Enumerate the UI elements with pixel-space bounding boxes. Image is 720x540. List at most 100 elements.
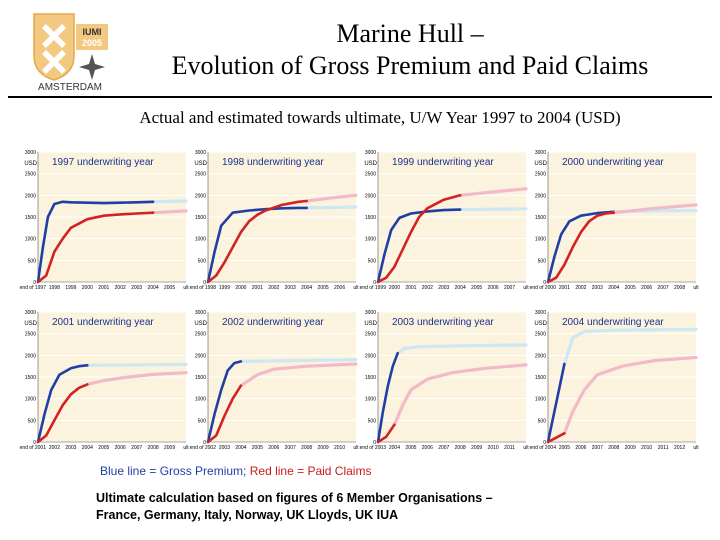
y-axis-label: USD <box>534 321 547 327</box>
x-tick-label: 2004 <box>235 445 246 451</box>
legend: Blue line = Gross Premium; Red line = Pa… <box>100 464 371 478</box>
x-tick-label: 2006 <box>488 285 499 291</box>
x-tick-label: ult <box>353 285 359 291</box>
y-tick-label: 500 <box>368 258 377 264</box>
x-tick-label: ult <box>183 285 189 291</box>
y-tick-label: 3000 <box>25 150 36 156</box>
x-tick-label: 2002 <box>49 445 60 451</box>
y-tick-label: 0 <box>33 280 36 286</box>
chart-5: 0 500 1000 1500 2000 2500 3000 end of 2001 2002 2… <box>20 310 190 451</box>
legend-claims: Red line = Paid Claims <box>249 464 372 478</box>
footnote-line2: France, Germany, Italy, Norway, UK Lloyd… <box>96 508 399 522</box>
x-tick-label: 2004 <box>301 285 312 291</box>
x-tick-label: 2005 <box>164 285 175 291</box>
x-tick-label: 2003 <box>131 285 142 291</box>
logo-badge-line1: IUMI <box>83 27 102 37</box>
y-tick-label: 3000 <box>535 150 546 156</box>
chart-6: 0 500 1000 1500 2000 2500 3000 end of 2002 2003 2… <box>190 310 360 451</box>
y-tick-label: 1500 <box>535 375 546 381</box>
x-tick-label: 2009 <box>625 445 636 451</box>
y-tick-label: 500 <box>368 418 377 424</box>
x-tick-label: 2007 <box>438 445 449 451</box>
x-tick-label: end of 1999 <box>360 285 387 291</box>
y-tick-label: 0 <box>203 440 206 446</box>
y-tick-label: 0 <box>543 280 546 286</box>
series-premium-actual <box>36 363 89 444</box>
y-tick-label: 2000 <box>365 193 376 199</box>
x-tick-label: 2005 <box>98 445 109 451</box>
y-tick-label: 3000 <box>195 310 206 316</box>
x-tick-label: 2005 <box>559 445 570 451</box>
x-tick-label: 2006 <box>641 285 652 291</box>
series-claims-estimate <box>612 203 698 215</box>
chart-4: 0 500 1000 1500 2000 2500 3000 end of 2000 2001 2… <box>530 150 700 291</box>
x-tick-label: 2005 <box>625 285 636 291</box>
x-tick-label: 2011 <box>504 445 515 451</box>
y-tick-label: 1500 <box>195 215 206 221</box>
series-claims-estimate <box>151 209 188 215</box>
y-tick-label: 3000 <box>25 310 36 316</box>
title-divider <box>8 96 712 98</box>
series-claims-estimate <box>239 362 358 388</box>
x-tick-label: 2004 <box>608 285 619 291</box>
series-claims-actual <box>206 384 243 444</box>
y-tick-label: 2500 <box>25 332 36 338</box>
series-claims-estimate <box>458 187 528 197</box>
y-tick-label: 500 <box>28 418 37 424</box>
compass-icon <box>79 54 105 80</box>
logo-badge-line2: 2005 <box>82 38 102 48</box>
page-subtitle: Actual and estimated towards ultimate, U… <box>139 108 621 127</box>
series-premium-actual <box>546 210 616 284</box>
chart-title: 1997 underwriting year <box>52 157 154 168</box>
y-tick-label: 0 <box>543 440 546 446</box>
y-tick-label: 2000 <box>25 193 36 199</box>
x-tick-label: 2010 <box>641 445 652 451</box>
y-axis-label: USD <box>364 161 377 167</box>
x-tick-label: ult <box>353 445 359 451</box>
y-tick-label: 2000 <box>195 193 206 199</box>
x-tick-label: 2005 <box>252 445 263 451</box>
y-tick-label: 1000 <box>25 237 36 243</box>
y-tick-label: 3000 <box>535 310 546 316</box>
series-premium-estimate <box>85 362 188 367</box>
y-tick-label: 1500 <box>535 215 546 221</box>
x-tick-label: 2000 <box>235 285 246 291</box>
y-tick-label: 2500 <box>195 332 206 338</box>
x-tick-label: 2007 <box>131 445 142 451</box>
series-claims-actual <box>376 423 396 444</box>
x-tick-label: 2012 <box>674 445 685 451</box>
x-tick-label: 2001 <box>252 285 263 291</box>
y-tick-label: 2000 <box>535 193 546 199</box>
y-tick-label: 500 <box>538 258 547 264</box>
y-tick-label: 3000 <box>195 150 206 156</box>
y-tick-label: 2500 <box>535 332 546 338</box>
y-tick-label: 0 <box>373 280 376 286</box>
series-claims-actual <box>36 211 155 284</box>
series-claims-estimate <box>85 371 188 386</box>
logo-cross-icon-2 <box>42 50 66 74</box>
y-tick-label: 3000 <box>365 310 376 316</box>
series-claims-actual <box>376 194 462 284</box>
logo-cross-icon <box>42 24 66 48</box>
y-tick-label: 2500 <box>365 172 376 178</box>
x-tick-label: 2002 <box>422 285 433 291</box>
x-tick-label: 2002 <box>575 285 586 291</box>
series-claims-estimate <box>392 363 528 427</box>
y-tick-label: 2000 <box>25 353 36 359</box>
x-tick-label: 2004 <box>455 285 466 291</box>
footnote-line1: Ultimate calculation based on figures of… <box>96 491 493 505</box>
x-tick-label: ult <box>523 285 529 291</box>
x-tick-label: 2004 <box>82 445 93 451</box>
x-tick-label: 2010 <box>334 445 345 451</box>
y-tick-label: 1000 <box>535 397 546 403</box>
y-tick-label: 0 <box>373 440 376 446</box>
series-premium-estimate <box>239 358 358 363</box>
y-tick-label: 0 <box>33 440 36 446</box>
series-premium-actual <box>206 360 243 444</box>
x-tick-label: 2006 <box>334 285 345 291</box>
y-axis-label: USD <box>534 161 547 167</box>
x-tick-label: 2001 <box>405 285 416 291</box>
y-tick-label: 2000 <box>535 353 546 359</box>
